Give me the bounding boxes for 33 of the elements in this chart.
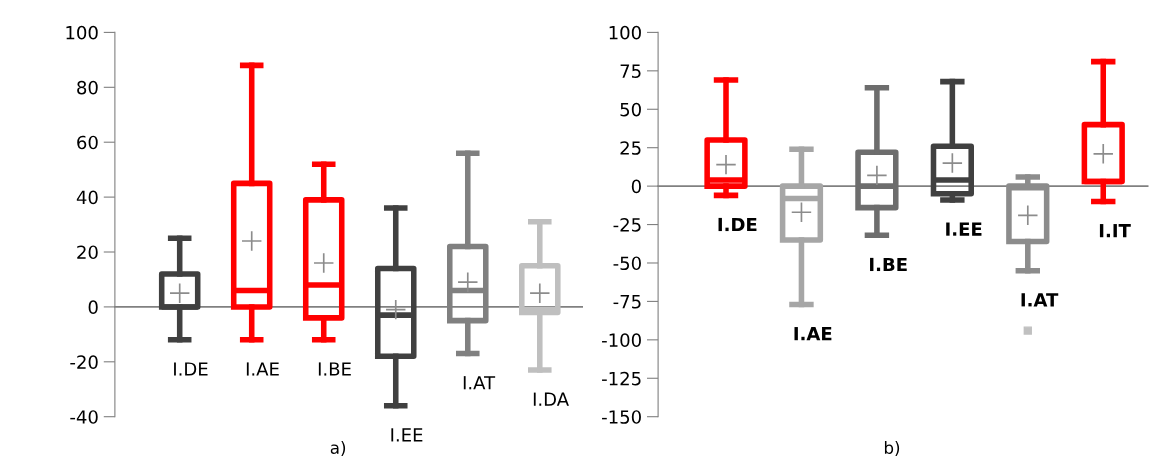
y-tick-label: -125 [602,371,641,386]
y-tick-label: 100 [66,25,98,40]
y-tick-label: 60 [77,135,98,150]
text: b) [884,441,900,456]
category-label: I.AE [246,362,279,376]
y-tick-label: -20 [70,355,98,369]
category-label: I.IT [1099,224,1131,238]
text: a) [330,441,346,456]
y-tick-label: 50 [620,102,641,117]
y-tick-label: 75 [620,64,641,78]
y-tick-label: 100 [609,25,641,40]
y-tick-label: 0 [631,179,641,194]
category-label: I.BE [318,362,351,376]
y-tick-label: -75 [613,295,641,309]
category-label: I.DE [174,362,208,376]
category-label: I.DA [533,392,569,406]
category-label: I.DE [718,217,757,232]
category-label: I.BE [870,257,907,272]
category-label: I.AE [794,327,832,341]
y-tick-label: 80 [77,80,98,95]
y-tick-label: 20 [77,245,98,260]
y-tick-label: -25 [613,218,641,232]
category-label: I.AT [463,376,496,390]
category-label: I.EE [946,222,982,236]
y-tick-label: 0 [88,300,98,315]
y-tick-label: -50 [613,256,641,271]
y-tick-label: 40 [76,190,98,205]
y-tick-label: -40 [70,410,98,424]
category-label: I.AT [1021,293,1059,307]
y-tick-label: 25 [620,141,641,155]
category-label: I.EE [391,428,423,442]
y-tick-label: -150 [602,410,641,424]
y-tick-label: -100 [602,333,641,347]
